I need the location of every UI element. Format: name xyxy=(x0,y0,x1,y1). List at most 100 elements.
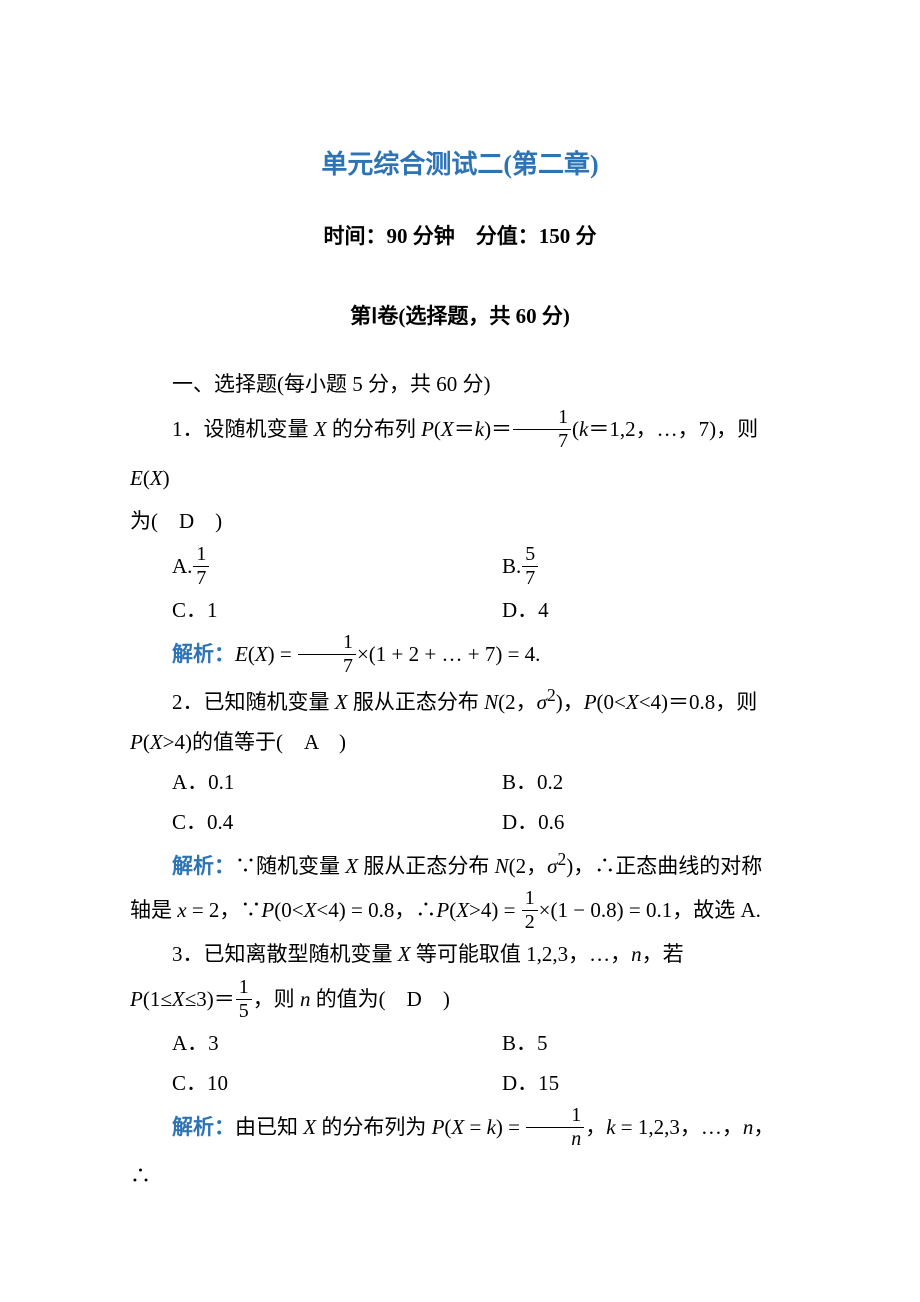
q1-optA-label: A. xyxy=(172,554,192,578)
q2-l2d: >4)的值等于( A ) xyxy=(163,730,346,754)
q1-frac-den: 7 xyxy=(513,430,571,452)
q1-opts-cd: C．1 D．4 xyxy=(130,591,790,631)
q2-var: X xyxy=(335,690,348,714)
q2-s2l: ×(1 − 0.8) = 0.1，故选 A. xyxy=(539,898,761,922)
q1-var-x: X xyxy=(314,417,327,441)
q1-sol-frac: 17 xyxy=(298,632,356,677)
q3-opts-ab: A．3 B．5 xyxy=(130,1024,790,1064)
q2-l2b: ( xyxy=(143,730,150,754)
q3-sol-den: n xyxy=(526,1128,584,1150)
q3-sol-frac: 1n xyxy=(526,1105,584,1150)
section-header: 第Ⅰ卷(选择题，共 60 分) xyxy=(130,297,790,337)
q3-mid1: 等可能取值 1,2,3，…， xyxy=(411,942,632,966)
q3-opt-a: A．3 xyxy=(130,1024,460,1064)
q3-opt-d: D．15 xyxy=(460,1064,790,1104)
q1-kvar: k xyxy=(579,417,588,441)
q1-ea: E xyxy=(130,466,143,490)
q1-optB-frac: 57 xyxy=(522,544,538,589)
time-value: 90 分钟 xyxy=(387,224,455,248)
q1-frac: 17 xyxy=(513,407,571,452)
q3-prefix: 3．已知离散型随机变量 xyxy=(172,942,398,966)
q2-s2d: P xyxy=(261,898,274,922)
q1-optA-frac: 17 xyxy=(193,544,209,589)
q3-sc: 的分布列为 xyxy=(316,1115,432,1139)
q2-opt-a: A．0.1 xyxy=(130,763,460,803)
q1-sol-a: E xyxy=(235,642,248,666)
q2-prefix: 2．已知随机变量 xyxy=(172,690,335,714)
q2-p1d: <4)＝0.8，则 xyxy=(639,690,758,714)
q2-s2k: >4) = xyxy=(469,898,521,922)
q2-solb: X xyxy=(345,854,358,878)
q1-pk: k xyxy=(475,417,484,441)
q2-opt-c: C．0.4 xyxy=(130,803,460,843)
q2-s2e: (0< xyxy=(274,898,303,922)
q2-p1b: (0< xyxy=(597,690,626,714)
q2-s2-frac: 12 xyxy=(522,888,538,933)
q2-sq: 2 xyxy=(547,685,556,705)
q1-line1: 1．设随机变量 X 的分布列 P(X＝k)＝17(k＝1,2，…，7)，则 E(… xyxy=(130,405,790,502)
q3-sm: n xyxy=(743,1115,754,1139)
q1-peq: ＝ xyxy=(454,417,475,441)
q3-opts-cd: C．10 D．15 xyxy=(130,1064,790,1104)
q3-si: ) = xyxy=(496,1115,525,1139)
q3-frac-den: 5 xyxy=(236,1000,252,1022)
q3-opt-c: C．10 xyxy=(130,1064,460,1104)
q3-sol-num: 1 xyxy=(526,1105,584,1128)
q1-opts-ab: A.17 B.57 xyxy=(130,542,790,591)
q1-opt-c: C．1 xyxy=(130,591,460,631)
q3-l2a: P xyxy=(130,987,143,1011)
score-sep: 分值： xyxy=(455,224,539,248)
q2-line2: P(X>4)的值等于( A ) xyxy=(130,723,790,763)
q3-solution: 解析：由已知 X 的分布列为 P(X = k) = 1n，k = 1,2,3，…… xyxy=(130,1103,790,1200)
q3-sa: 由已知 xyxy=(235,1115,303,1139)
q3-sk: k xyxy=(606,1115,615,1139)
q2-na: N xyxy=(484,690,498,714)
q3-l2c: X xyxy=(172,987,185,1011)
q1-sol-e: ×(1 + 2 + … + 7) = 4. xyxy=(357,642,540,666)
q1-optB-label: B. xyxy=(502,554,521,578)
q3-n: n xyxy=(631,942,642,966)
q1-optB-num: 5 xyxy=(522,544,538,567)
q1-sol-b: ( xyxy=(248,642,255,666)
q1-opt-a: A.17 xyxy=(130,542,460,591)
q3-sd: P xyxy=(432,1115,445,1139)
q3-frac: 15 xyxy=(236,977,252,1022)
q2-sol-label: 解析： xyxy=(172,854,235,878)
q2-s2-num: 1 xyxy=(522,888,538,911)
q2-nb: (2， xyxy=(498,690,537,714)
q2-opt-b: B．0.2 xyxy=(460,763,790,803)
q3-l2f: n xyxy=(300,987,311,1011)
q2-sole: (2， xyxy=(509,854,548,878)
q1-pf: )＝ xyxy=(484,417,512,441)
q1-opt-b: B.57 xyxy=(460,542,790,591)
q3-mid2: ，若 xyxy=(642,942,684,966)
q2-l2c: X xyxy=(150,730,163,754)
q3-frac-num: 1 xyxy=(236,977,252,1000)
q1-mid1: 的分布列 xyxy=(327,417,422,441)
q2-s2b: x xyxy=(177,898,186,922)
q2-s2f: X xyxy=(304,898,317,922)
q3-sf: X xyxy=(451,1115,464,1139)
section-intro: 一、选择题(每小题 5 分，共 60 分) xyxy=(130,365,790,405)
q3-l2g: 的值为( D ) xyxy=(310,987,449,1011)
q1-solution: 解析：E(X) = 17×(1 + 2 + … + 7) = 4. xyxy=(130,630,790,679)
time-label: 时间： xyxy=(324,224,387,248)
q2-sold: N xyxy=(495,854,509,878)
q2-opt-d: D．0.6 xyxy=(460,803,790,843)
q1-sol-label: 解析： xyxy=(172,642,235,666)
q1-sol-d: ) = xyxy=(268,642,297,666)
q2-p1a: P xyxy=(584,690,597,714)
q3-l2b: (1≤ xyxy=(143,987,172,1011)
q1-optB-den: 7 xyxy=(522,567,538,589)
q2-sigma: σ xyxy=(537,690,547,714)
q2-p1c: X xyxy=(626,690,639,714)
q3-l2d: ≤3)＝ xyxy=(185,987,235,1011)
q3-l2e: ，则 xyxy=(253,987,300,1011)
q2-opts-cd: C．0.4 D．0.6 xyxy=(130,803,790,843)
q3-sol-label: 解析： xyxy=(172,1115,235,1139)
q2-sol-line1: 解析：∵随机变量 X 服从正态分布 N(2，σ2)，∴正态曲线的对称 xyxy=(130,843,790,887)
q2-s2g: <4) = 0.8，∴ xyxy=(316,898,436,922)
q1-ed: ) xyxy=(163,466,170,490)
q1-p: P xyxy=(421,417,434,441)
q1-sol-den: 7 xyxy=(298,655,356,677)
